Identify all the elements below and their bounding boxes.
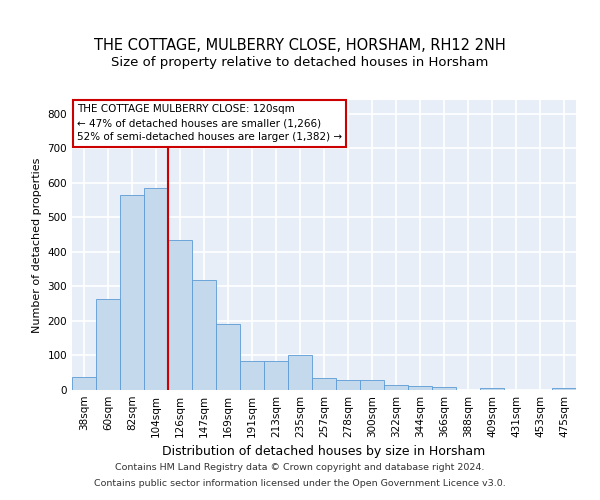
- X-axis label: Distribution of detached houses by size in Horsham: Distribution of detached houses by size …: [163, 446, 485, 458]
- Bar: [96, 298, 120, 390]
- Bar: [216, 324, 240, 390]
- Text: Size of property relative to detached houses in Horsham: Size of property relative to detached ho…: [112, 56, 488, 69]
- Bar: [432, 386, 456, 390]
- Text: THE COTTAGE, MULBERRY CLOSE, HORSHAM, RH12 2NH: THE COTTAGE, MULBERRY CLOSE, HORSHAM, RH…: [94, 38, 506, 52]
- Text: THE COTTAGE MULBERRY CLOSE: 120sqm
← 47% of detached houses are smaller (1,266)
: THE COTTAGE MULBERRY CLOSE: 120sqm ← 47%…: [77, 104, 342, 142]
- Bar: [264, 360, 288, 390]
- Bar: [408, 386, 432, 390]
- Bar: [240, 360, 264, 390]
- Bar: [312, 378, 336, 390]
- Text: Contains public sector information licensed under the Open Government Licence v3: Contains public sector information licen…: [94, 478, 506, 488]
- Bar: [360, 380, 384, 390]
- Bar: [336, 380, 360, 390]
- Bar: [144, 188, 168, 390]
- Bar: [120, 195, 144, 390]
- Bar: [72, 377, 96, 390]
- Bar: [192, 280, 216, 390]
- Bar: [552, 388, 576, 390]
- Bar: [384, 385, 408, 390]
- Bar: [288, 356, 312, 390]
- Y-axis label: Number of detached properties: Number of detached properties: [32, 158, 42, 332]
- Bar: [168, 240, 192, 390]
- Bar: [480, 388, 504, 390]
- Text: Contains HM Land Registry data © Crown copyright and database right 2024.: Contains HM Land Registry data © Crown c…: [115, 464, 485, 472]
